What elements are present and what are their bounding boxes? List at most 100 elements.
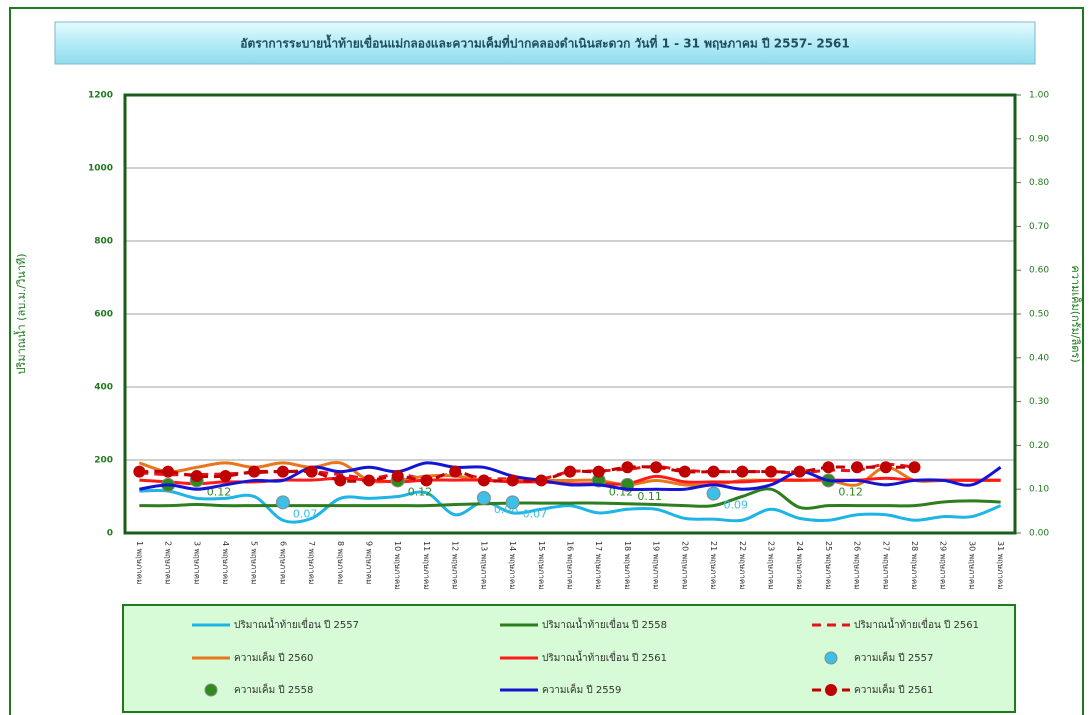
data-point (363, 474, 376, 487)
data-point (219, 470, 232, 483)
data-point (133, 465, 146, 478)
y-axis-title: ปริมาณน้ำ (ลบ.ม./วินาที) (13, 253, 28, 374)
legend-marker (204, 683, 218, 697)
x-tick-label: 11 พฤษภาคม (422, 541, 431, 590)
y-tick-label: 1000 (88, 164, 113, 174)
x-tick-label: 12 พฤษภาคม (451, 541, 460, 590)
data-point (764, 465, 777, 478)
y2-tick-label: 0.40 (1029, 353, 1049, 363)
data-point (391, 470, 404, 483)
data-point (707, 465, 720, 478)
y2-tick-label: 0.30 (1029, 397, 1049, 407)
x-tick-label: 30 พฤษภาคม (967, 541, 976, 590)
data-point (736, 465, 749, 478)
data-point (420, 474, 433, 487)
y2-tick-label: 0.90 (1029, 134, 1049, 144)
y2-tick-label: 0.20 (1029, 441, 1049, 451)
data-point (276, 465, 289, 478)
x-tick-label: 23 พฤษภาคม (766, 541, 775, 590)
legend-label: ความเค็ม ปี 2560 (234, 650, 313, 664)
y-tick-label: 200 (94, 456, 113, 466)
legend-label: ปริมาณน้ำท้ายเขื่อน ปี 2561 (542, 650, 667, 664)
x-tick-label: 5 พฤษภาคม (250, 541, 259, 584)
x-tick-label: 17 พฤษภาคม (594, 541, 603, 590)
x-tick-label: 8 พฤษภาคม (336, 541, 345, 584)
data-label: 0.12 (408, 485, 433, 498)
data-point (334, 474, 347, 487)
data-point (564, 465, 576, 478)
data-label: 0.11 (637, 490, 662, 503)
x-tick-label: 13 พฤษภาคม (479, 541, 488, 590)
y2-axis-title: ความเค็ม(กรัม/ลิตร) (1069, 265, 1083, 362)
x-tick-label: 24 พฤษภาคม (795, 541, 804, 590)
data-point (793, 465, 806, 478)
legend-label: ปริมาณน้ำท้ายเขื่อน ปี 2557 (234, 617, 359, 631)
chart-title: อัตราการระบายน้ำท้ายเขื่อนแม่กลองและความ… (240, 34, 850, 51)
x-tick-label: 26 พฤษภาคม (853, 541, 862, 590)
data-point (592, 465, 605, 478)
x-tick-label: 29 พฤษภาคม (939, 541, 948, 590)
y2-tick-label: 0.10 (1029, 485, 1049, 495)
y2-tick-label: 0.00 (1029, 529, 1049, 539)
y2-tick-label: 0.70 (1029, 222, 1049, 232)
x-tick-label: 6 พฤษภาคม (278, 541, 287, 584)
x-tick-label: 7 พฤษภาคม (307, 541, 316, 584)
data-point (678, 465, 691, 478)
x-tick-label: 2 พฤษภาคม (164, 541, 173, 584)
legend-label: ความเค็ม ปี 2558 (234, 682, 313, 696)
data-point (650, 461, 663, 474)
data-label: 0.07 (523, 507, 548, 520)
data-point (449, 465, 462, 478)
plot-border (123, 93, 1017, 535)
frame (9, 7, 1084, 715)
y2-tick-label: 0.60 (1029, 266, 1049, 276)
data-label: 0.09 (724, 499, 749, 512)
data-point (879, 461, 892, 474)
data-point (621, 461, 634, 474)
legend-marker (825, 684, 837, 696)
legend (122, 604, 1016, 713)
x-tick-label: 4 พฤษภาคม (221, 541, 230, 584)
series-line (138, 460, 1001, 487)
x-tick-label: 9 พฤษภาคม (365, 541, 374, 584)
x-tick-label: 10 พฤษภาคม (393, 541, 402, 590)
data-point (476, 490, 491, 505)
series-line (139, 488, 1002, 524)
legend-label: ความเค็ม ปี 2557 (854, 650, 933, 664)
legend-label: ปริมาณน้ำท้ายเขื่อน ปี 2561 (854, 617, 979, 631)
data-point (505, 495, 520, 510)
data-point (706, 486, 721, 501)
x-tick-label: 20 พฤษภาคม (680, 541, 689, 590)
x-tick-label: 25 พฤษภาคม (824, 541, 833, 590)
data-point (477, 474, 490, 487)
data-label: 0.07 (293, 507, 318, 520)
x-tick-label: 21 พฤษภาคม (709, 541, 718, 590)
y-tick-label: 1200 (88, 91, 113, 101)
y-tick-label: 800 (94, 237, 113, 247)
x-tick-label: 15 พฤษภาคม (537, 541, 546, 590)
x-tick-label: 16 พฤษภาคม (566, 541, 575, 590)
x-tick-label: 19 พฤษภาคม (652, 541, 661, 590)
y2-tick-label: 0.50 (1029, 310, 1049, 320)
title-box (54, 21, 1036, 65)
data-point (851, 461, 864, 474)
data-point (535, 474, 548, 487)
data-point (248, 465, 261, 478)
data-point (190, 470, 203, 483)
data-point (305, 465, 318, 478)
x-tick-label: 3 พฤษภาคม (192, 541, 201, 584)
y2-tick-label: 1.00 (1029, 91, 1049, 101)
y2-tick-label: 0.80 (1029, 178, 1049, 188)
x-tick-label: 22 พฤษภาคม (738, 541, 747, 590)
data-point (506, 474, 519, 487)
legend-label: ความเค็ม ปี 2561 (854, 682, 933, 696)
y-tick-label: 0 (107, 529, 113, 539)
x-tick-label: 1 พฤษภาคม (135, 541, 144, 584)
legend-marker (824, 651, 838, 665)
x-tick-label: 14 พฤษภาคม (508, 541, 517, 590)
x-tick-label: 28 พฤษภาคม (910, 541, 919, 590)
data-point (908, 461, 921, 474)
y-tick-label: 400 (94, 383, 113, 393)
data-point (162, 465, 175, 478)
